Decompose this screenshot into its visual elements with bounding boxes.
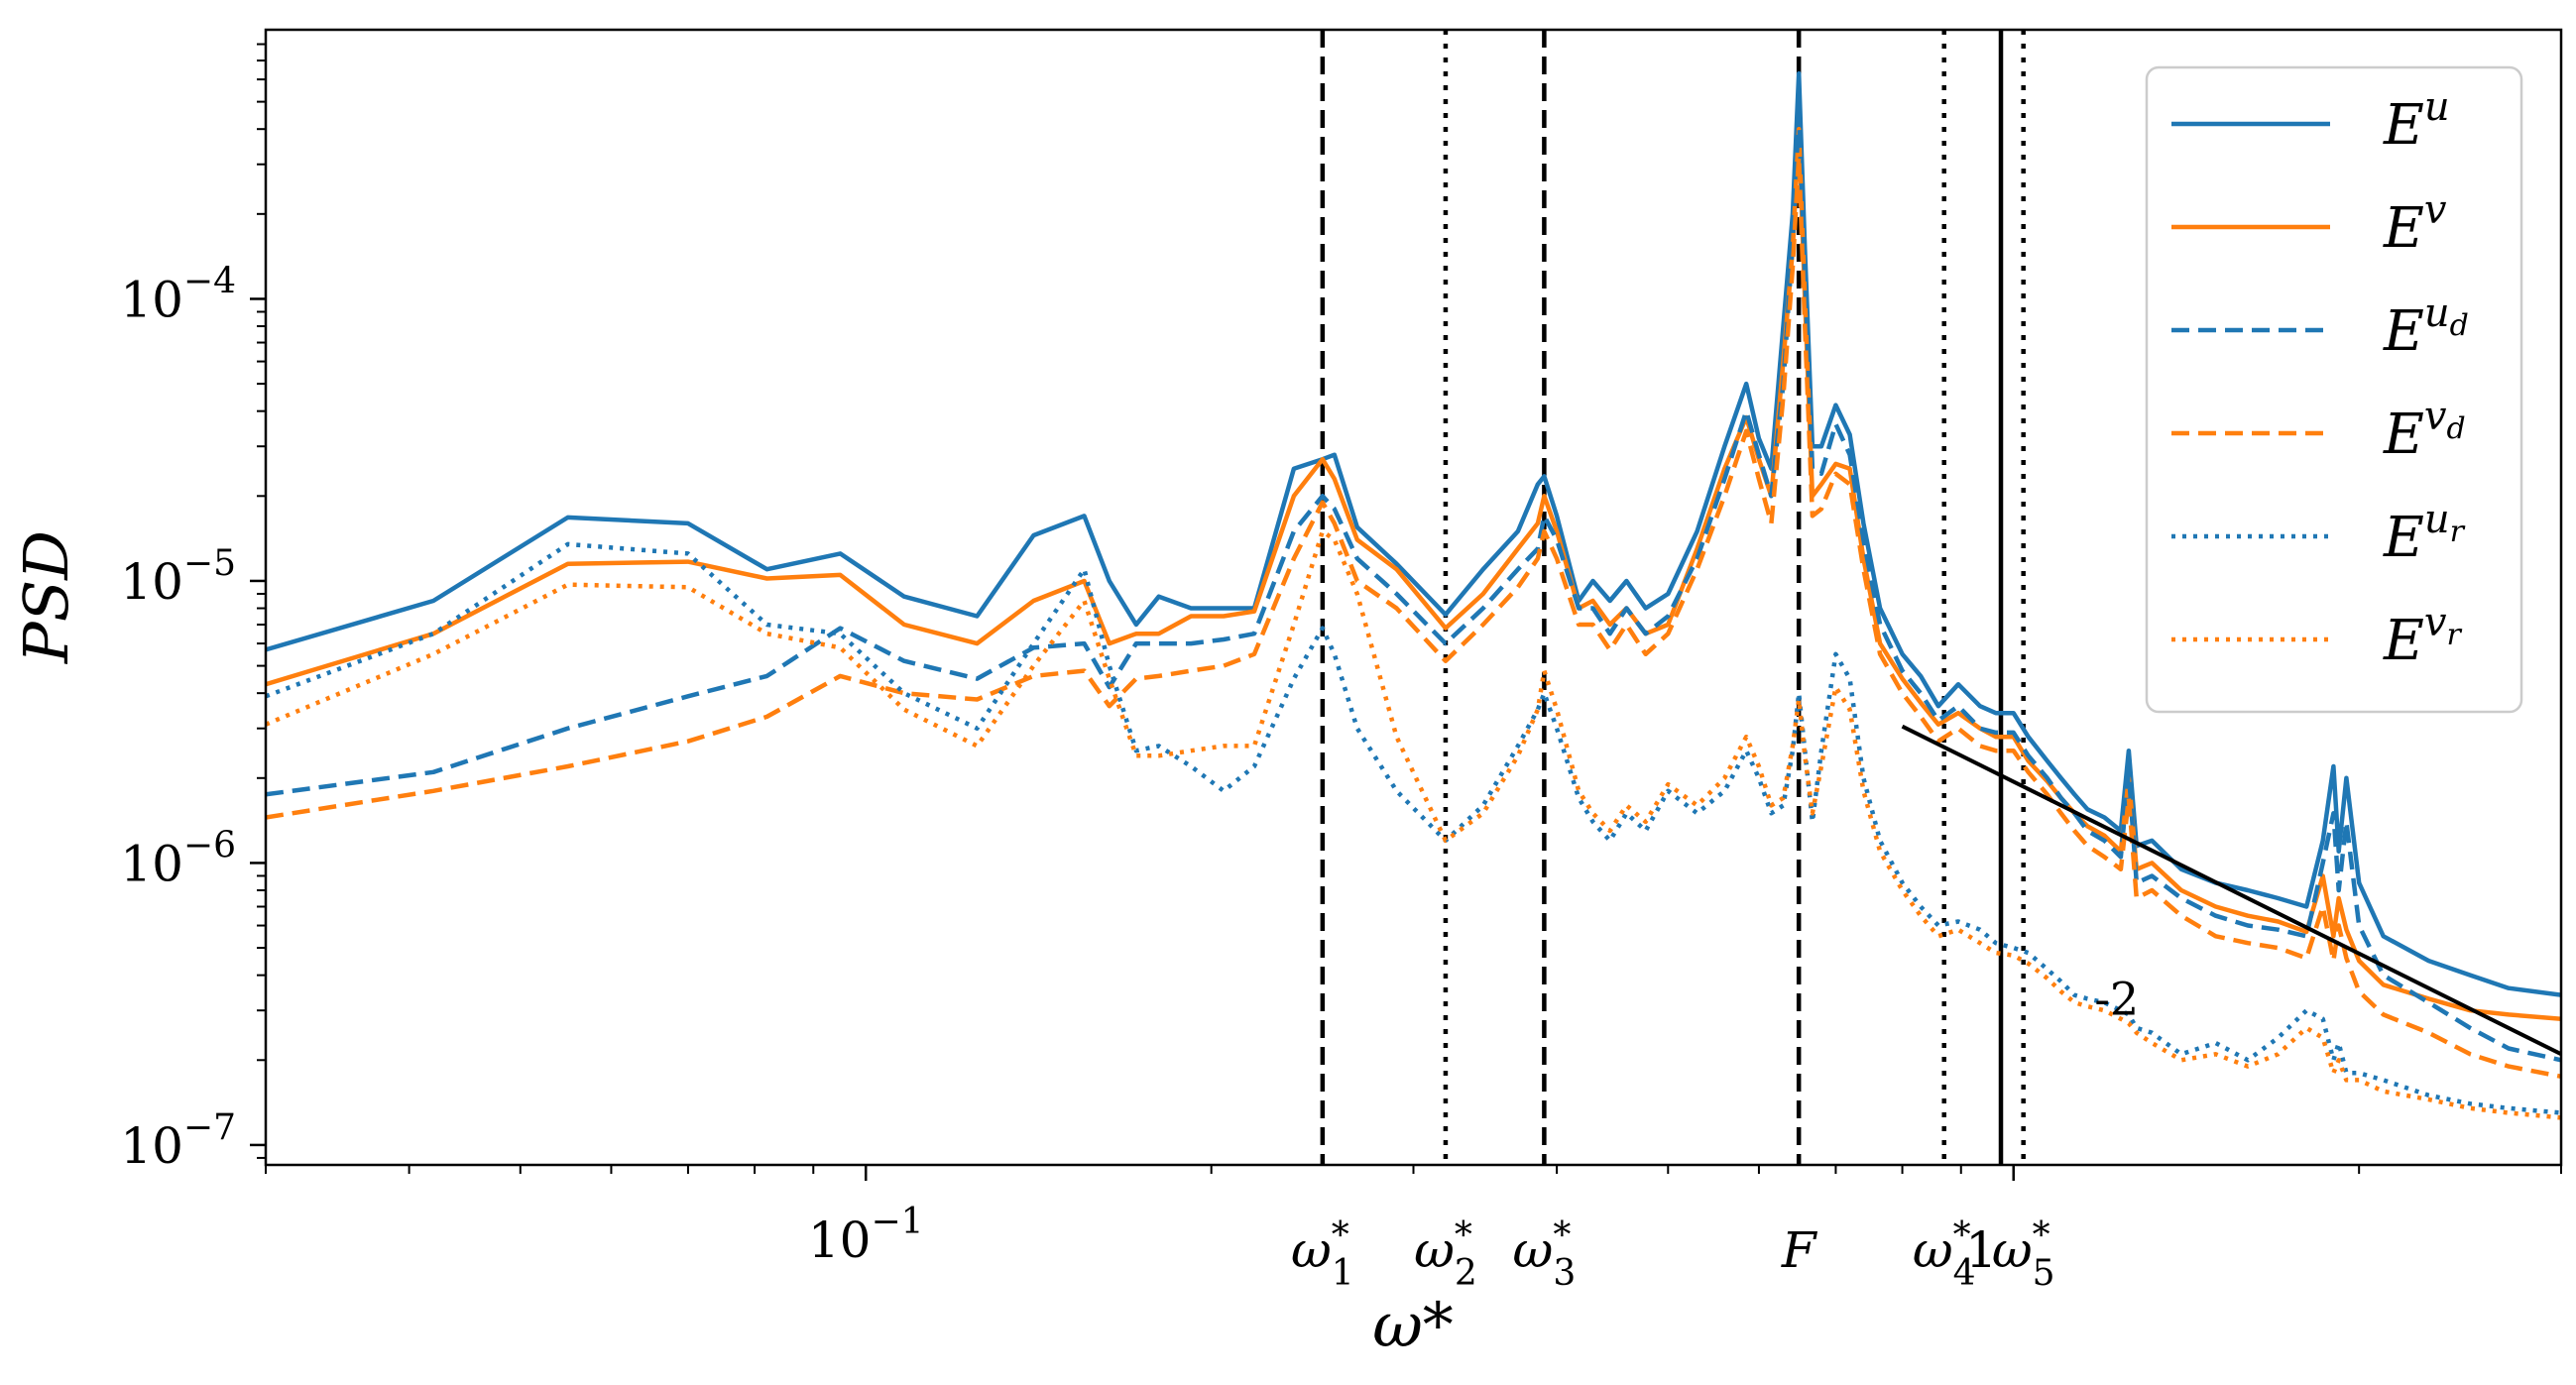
y-tick-label-2: 10−6 [120,825,236,892]
legend-label-Eud: Eud [2383,290,2469,364]
marker-label-omega4: ω* 4 [1913,1215,1976,1294]
legend-label-Ev: Ev [2383,187,2447,261]
series-Evr [266,528,2561,1120]
marker-label-omega1: ω* 1 [1291,1215,1354,1294]
tick-labels: 10−4 10−5 10−6 10−7 10−1 [120,261,923,1269]
marker-label-omega3: ω* 3 [1513,1215,1577,1294]
marker-label-omega2: ω* 2 [1414,1215,1477,1294]
series-Eur [266,541,2561,1115]
legend-label-Eur: Eur [2383,497,2466,570]
legend-label-Evr: Evr [2383,600,2463,673]
y-tick-label-1: 10−5 [120,543,236,611]
reference-slope-line [1901,724,2561,1057]
y-axis-title: PSD [10,530,82,664]
x-tick-label-0: 10−1 [808,1202,924,1269]
legend-label-Eu: Eu [2383,84,2450,158]
marker-label-omega5: ω* 5 [1992,1215,2055,1294]
y-tick-label-3: 10−7 [120,1107,236,1175]
legend-box [2145,65,2523,714]
vertical-markers [1320,30,2026,1165]
marker-label-one: 1 [1965,1221,1997,1279]
series-Evd [266,154,2561,1080]
axis-ticks [250,43,2562,1181]
reference-line-group: -2 [1901,724,2561,1057]
legend-label-Evd: Evd [2383,394,2466,467]
marker-label-F: F [1781,1221,1818,1279]
x-axis-title: ω* [1372,1289,1454,1361]
reference-slope-label: -2 [2094,972,2139,1025]
legend: Eu Ev Eud Evd Eur Evr [2145,65,2523,714]
y-tick-label-0: 10−4 [120,261,236,328]
series-Eud [266,112,2561,1063]
